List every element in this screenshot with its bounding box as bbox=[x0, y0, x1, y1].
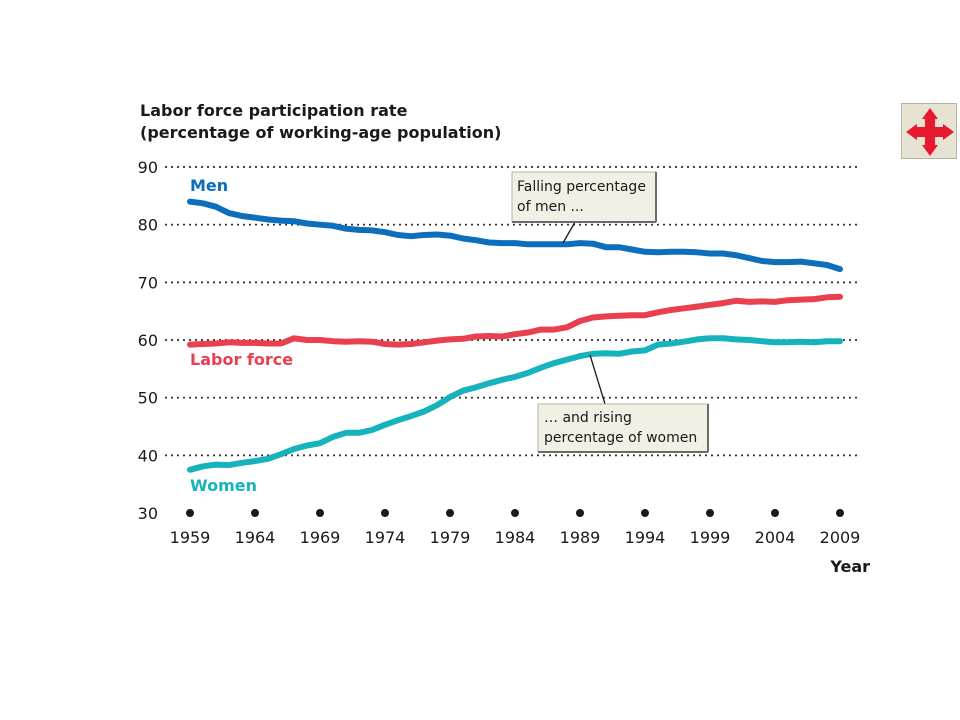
y-tick-label: 80 bbox=[138, 216, 158, 235]
y-axis-title-line1: Labor force participation rate bbox=[140, 101, 408, 120]
callout2-line1: … and rising bbox=[544, 410, 632, 426]
x-tick-dot bbox=[446, 509, 454, 517]
series-lines bbox=[187, 198, 843, 473]
x-tick-dot bbox=[251, 509, 259, 517]
y-tick-label: 30 bbox=[138, 504, 158, 523]
x-tick-dot bbox=[511, 509, 519, 517]
series-line-labor-force bbox=[187, 293, 843, 348]
x-axis-title: Year bbox=[829, 557, 870, 576]
x-tick-label: 1974 bbox=[365, 528, 406, 547]
x-tick-label: 1994 bbox=[625, 528, 666, 547]
callout1-box bbox=[511, 171, 657, 223]
y-tick-label: 40 bbox=[138, 446, 158, 465]
callout1-line1: Falling percentage bbox=[517, 179, 646, 195]
x-tick-dot bbox=[186, 509, 194, 517]
x-tick-dot bbox=[706, 509, 714, 517]
y-tick-label: 90 bbox=[138, 158, 158, 177]
y-tick-label: 70 bbox=[138, 273, 158, 292]
x-tick-dot bbox=[771, 509, 779, 517]
x-tick-label: 1969 bbox=[300, 528, 341, 547]
gridlines bbox=[164, 165, 864, 457]
x-tick-dot bbox=[641, 509, 649, 517]
y-tick-label: 50 bbox=[138, 389, 158, 408]
x-tick-dot bbox=[836, 509, 844, 517]
series-line-women bbox=[187, 335, 843, 473]
callout2-leader bbox=[589, 354, 606, 405]
x-tick-label: 2004 bbox=[755, 528, 796, 547]
y-axis-ticks: 30 40 50 60 70 80 90 bbox=[138, 158, 158, 523]
x-tick-dot bbox=[381, 509, 389, 517]
women-series-label: Women bbox=[190, 476, 257, 495]
x-tick-dot bbox=[576, 509, 584, 517]
series-line-men bbox=[187, 198, 843, 273]
x-tick-label: 1964 bbox=[235, 528, 276, 547]
x-tick-dot bbox=[316, 509, 324, 517]
x-tick-label: 1959 bbox=[170, 528, 211, 547]
callout1-leader bbox=[562, 221, 576, 244]
x-axis-ticks: 1959 1964 1969 1974 1979 1984 1989 1994 1999 2004… bbox=[170, 509, 861, 547]
four-way-arrows-icon bbox=[906, 108, 954, 156]
navigation-button[interactable] bbox=[901, 103, 957, 159]
x-tick-label: 2009 bbox=[820, 528, 861, 547]
y-tick-label: 60 bbox=[138, 331, 158, 350]
x-tick-label: 1999 bbox=[690, 528, 731, 547]
callout1-line2: of men ... bbox=[517, 199, 584, 215]
x-tick-label: 1989 bbox=[560, 528, 601, 547]
labor-force-series-label: Labor force bbox=[190, 350, 293, 369]
y-axis-title-line2: (percentage of working-age population) bbox=[140, 123, 501, 142]
x-tick-label: 1979 bbox=[430, 528, 471, 547]
x-tick-label: 1984 bbox=[495, 528, 536, 547]
men-series-label: Men bbox=[190, 176, 228, 195]
callout2-box bbox=[537, 403, 709, 453]
callout2-line2: percentage of women bbox=[544, 430, 697, 446]
